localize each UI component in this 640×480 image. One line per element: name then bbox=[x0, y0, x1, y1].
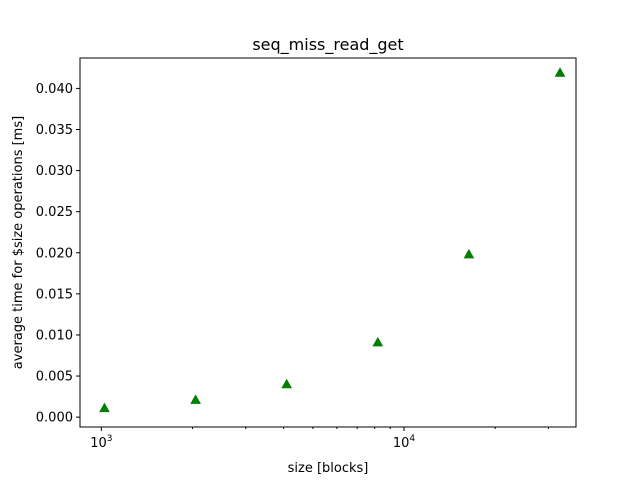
y-tick-label: 0.035 bbox=[36, 123, 73, 138]
data-point bbox=[99, 402, 110, 413]
data-point bbox=[554, 67, 566, 77]
y-tick-label: 0.025 bbox=[36, 205, 73, 220]
plot-frame bbox=[79, 57, 577, 428]
x-axis: 103 104 bbox=[90, 427, 549, 451]
data-point bbox=[372, 336, 384, 347]
data-point bbox=[190, 394, 201, 404]
chart-title: seq_miss_read_get bbox=[252, 35, 403, 55]
y-axis: 0.000 0.005 0.010 0.015 0.020 0.025 0.030 0.035… bbox=[36, 82, 80, 426]
y-tick-label: 0.040 bbox=[36, 82, 73, 97]
y-tick-label: 0.030 bbox=[36, 164, 73, 179]
x-axis-label: size [blocks] bbox=[288, 461, 369, 476]
y-tick-label: 0.005 bbox=[36, 370, 73, 385]
y-tick-label: 0.015 bbox=[36, 287, 73, 302]
y-tick-label: 0.010 bbox=[36, 328, 73, 343]
y-tick-label: 0.000 bbox=[36, 411, 73, 426]
data-point bbox=[281, 378, 293, 389]
x-tick-label: 103 bbox=[90, 434, 112, 451]
y-axis-label: average time for $size operations [ms] bbox=[11, 116, 26, 369]
y-tick-label: 0.020 bbox=[36, 246, 73, 261]
x-tick-label: 104 bbox=[393, 434, 416, 451]
data-point bbox=[463, 248, 475, 259]
data-points bbox=[99, 67, 566, 413]
